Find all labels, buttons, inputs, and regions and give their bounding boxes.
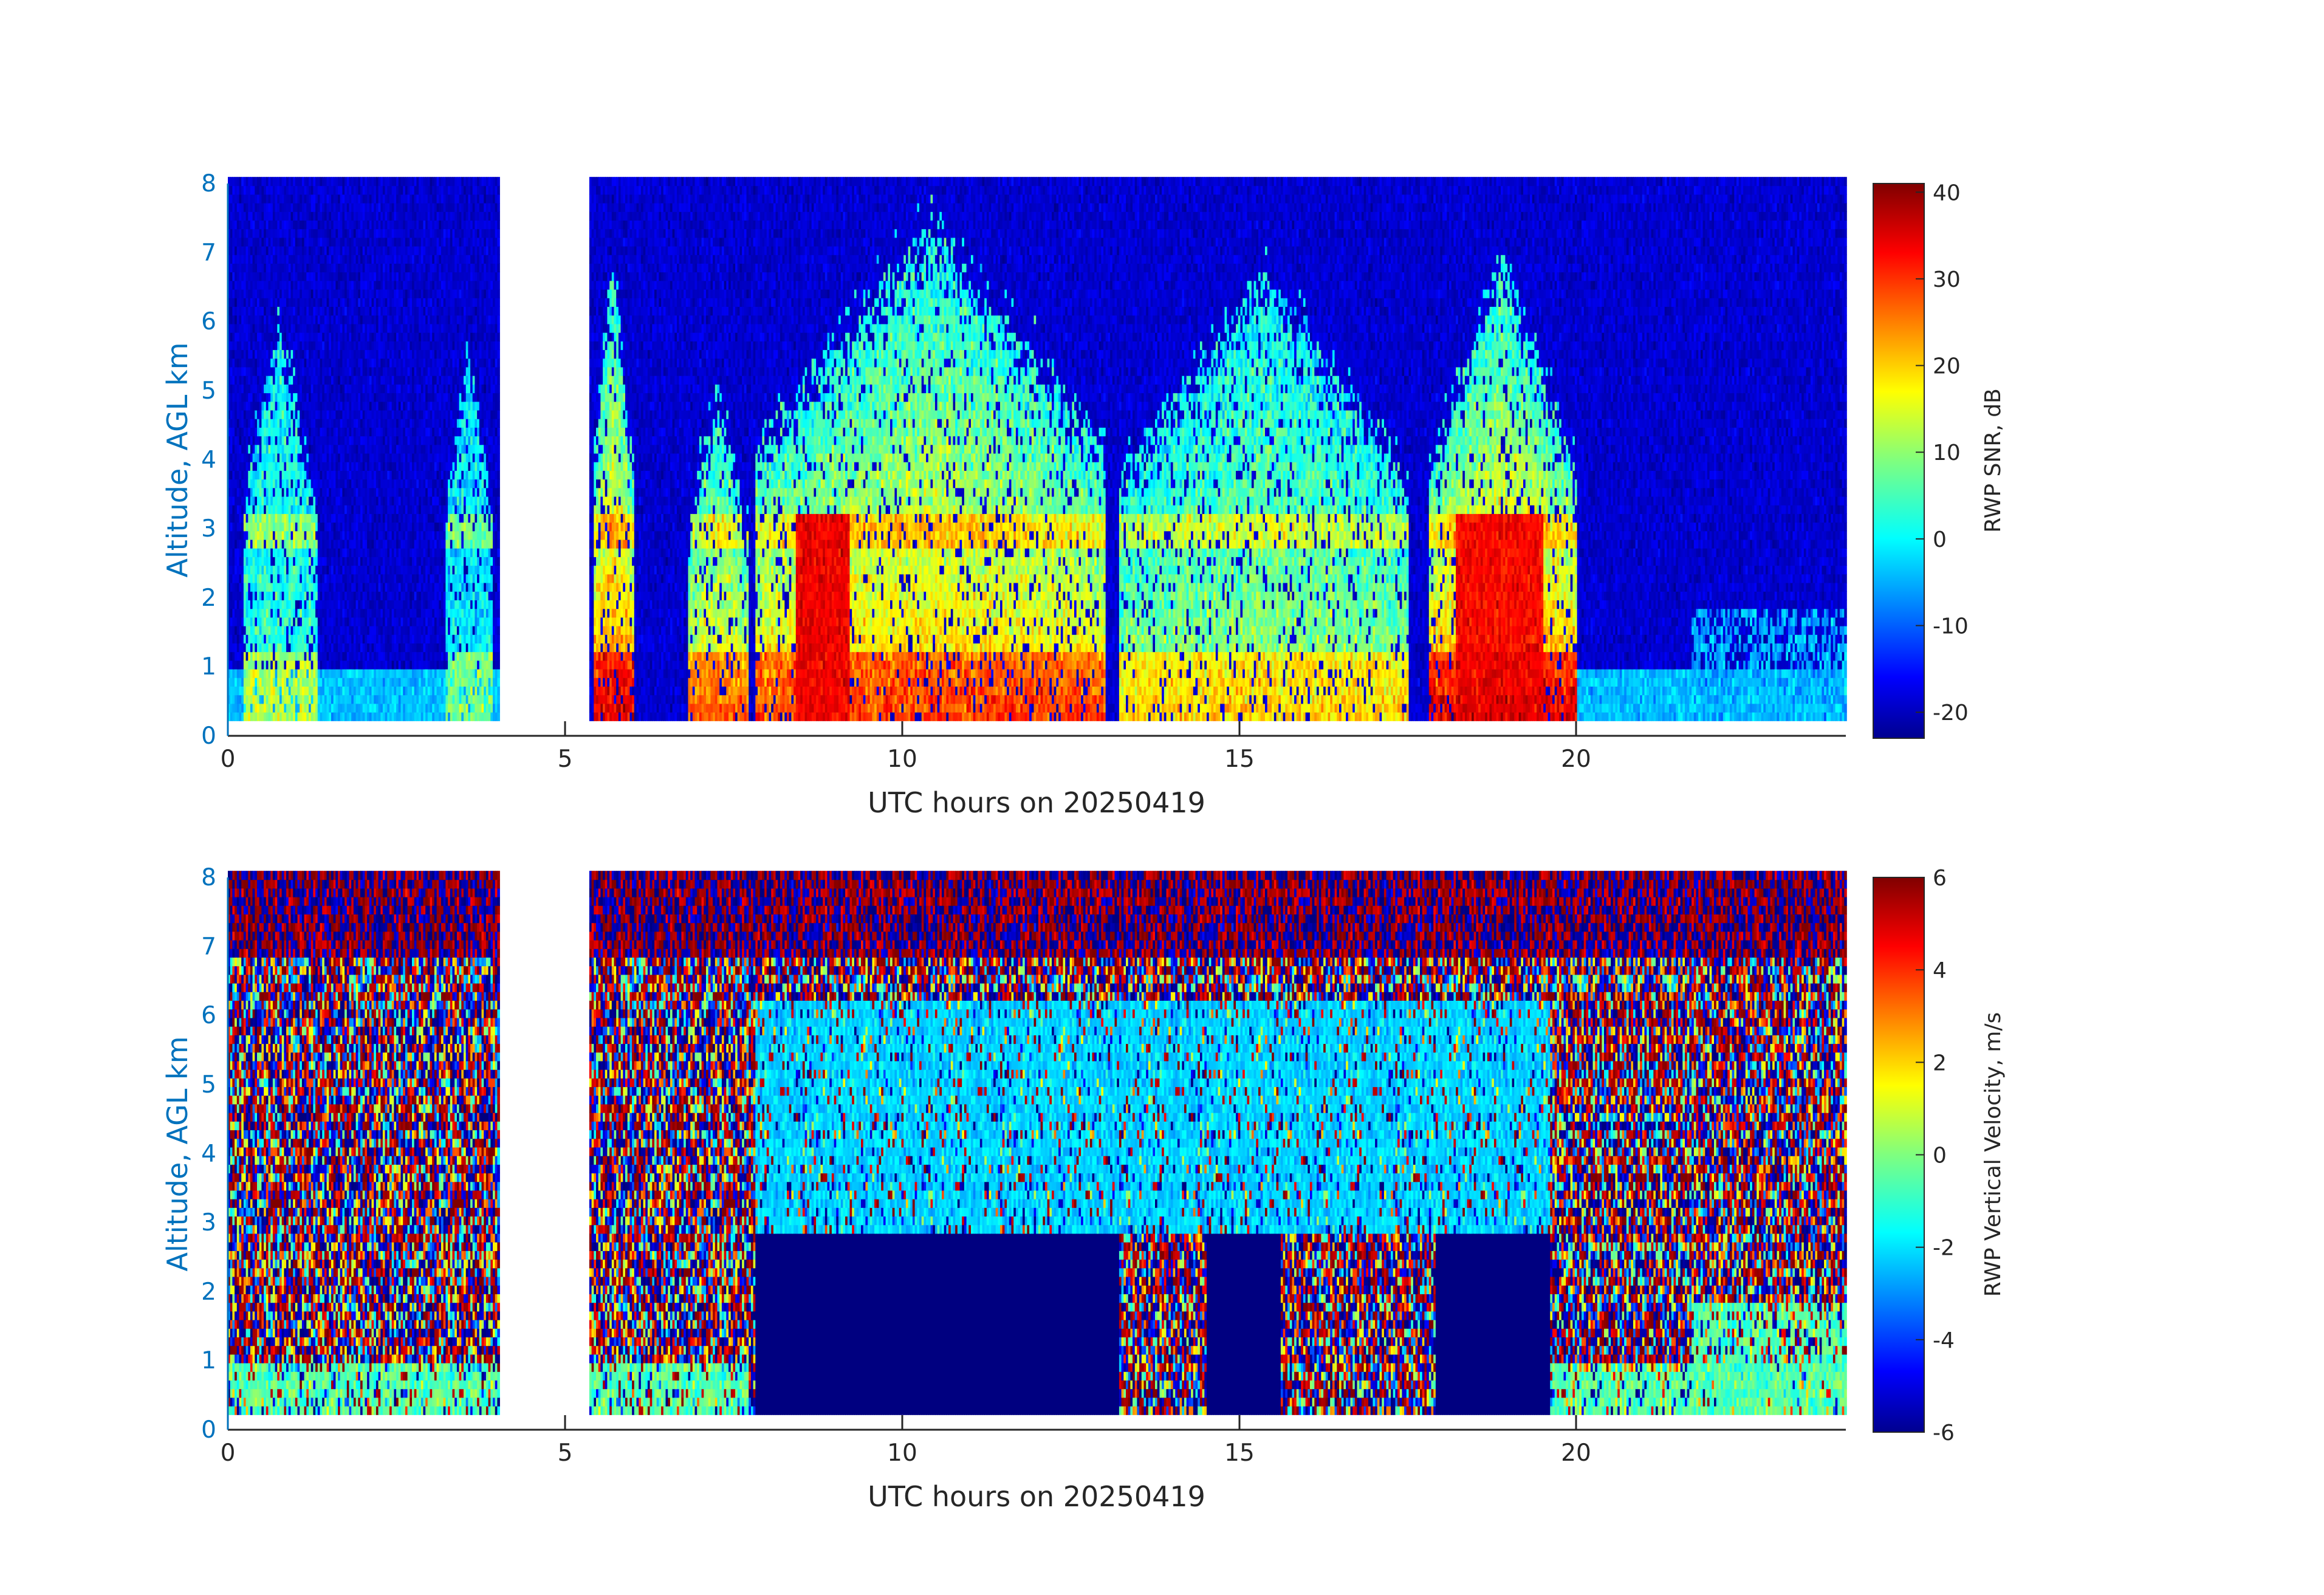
snr-panel: 0 5 10 15 20 UTC hours on 20250419 0 1 2… [161, 170, 2006, 819]
snr-heatmap [228, 177, 1847, 721]
